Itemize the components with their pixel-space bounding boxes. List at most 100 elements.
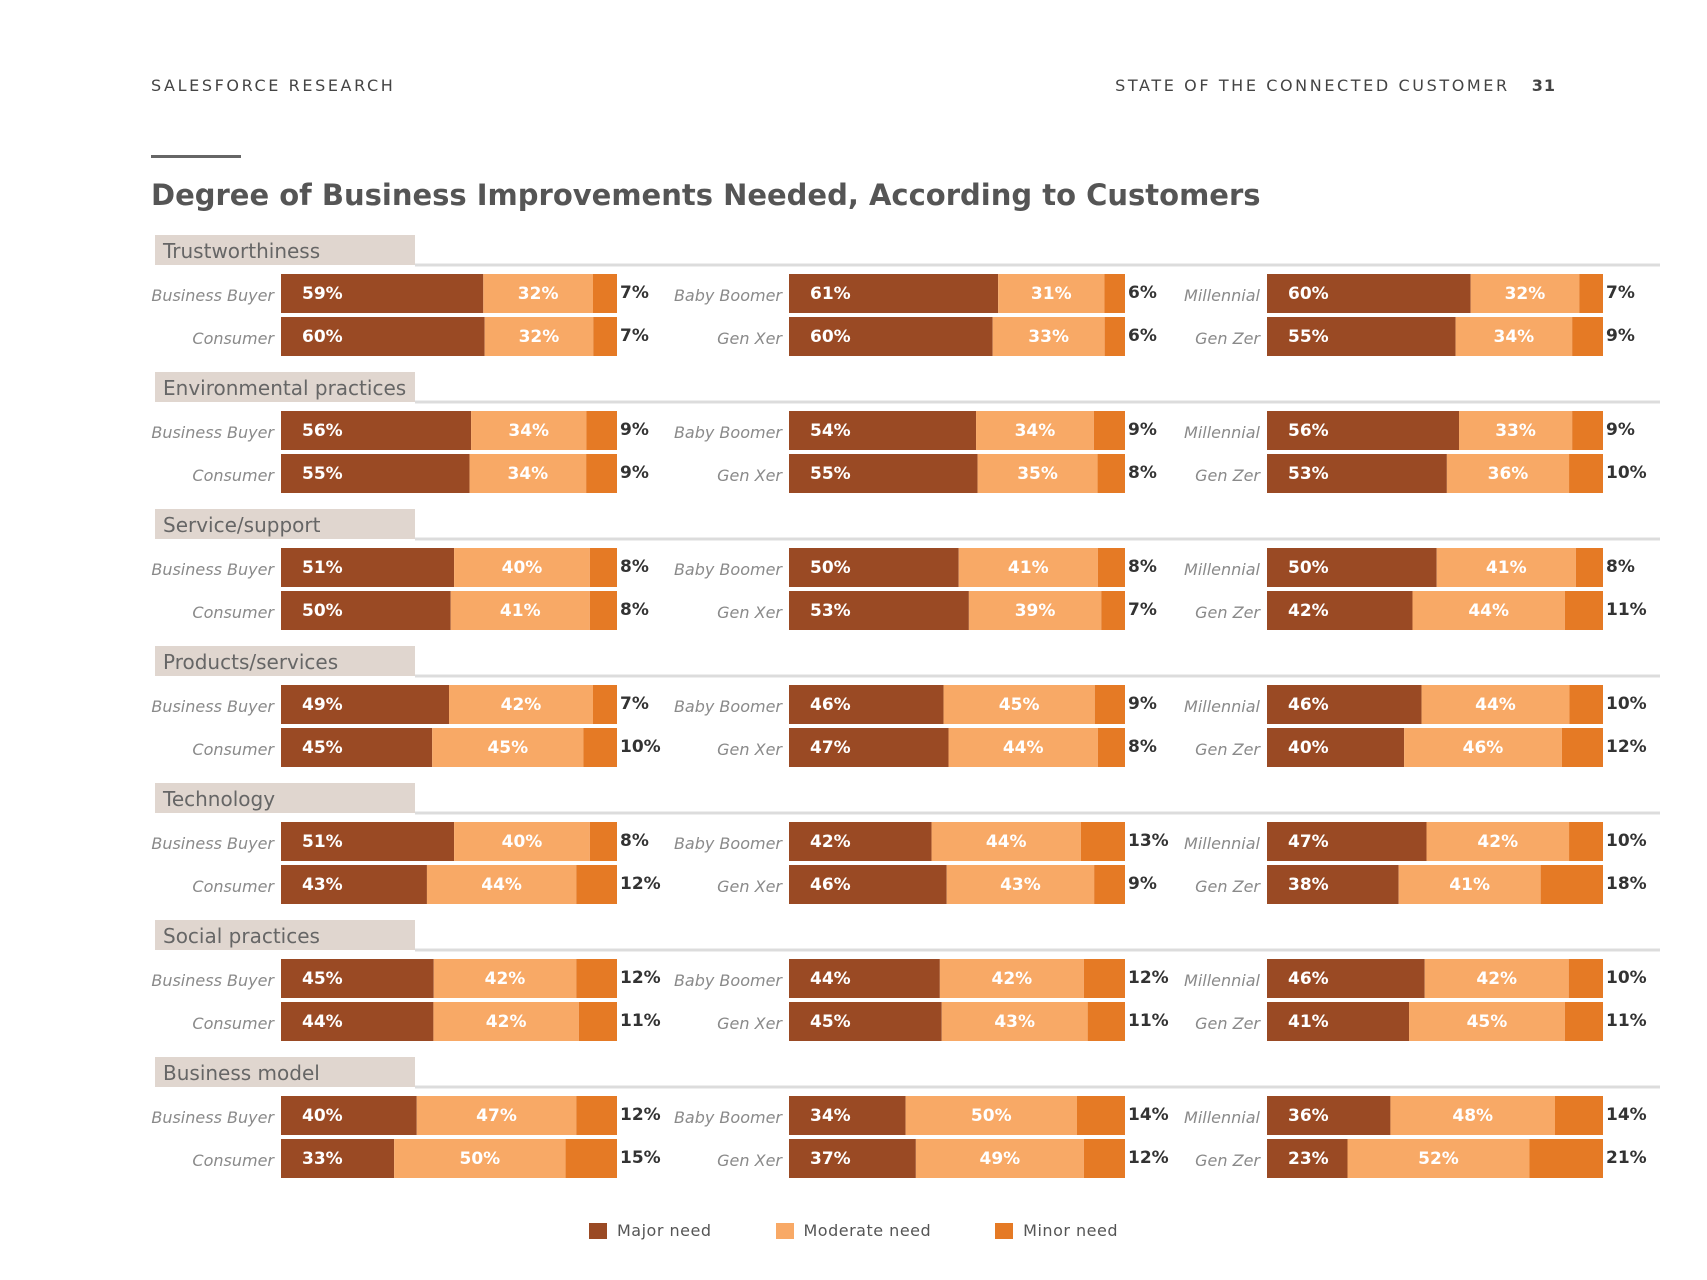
data-label-major: 50% <box>302 601 343 621</box>
data-label-minor: 9% <box>1128 420 1157 440</box>
data-label-minor: 18% <box>1606 874 1647 894</box>
bar-segment-moderate <box>948 728 1098 767</box>
data-label-major: 55% <box>1288 327 1329 347</box>
bar-segment-major <box>1267 865 1399 904</box>
bar-segment-major <box>281 548 455 587</box>
category-label-business-model: Business model <box>163 1061 320 1085</box>
data-label-minor: 12% <box>620 1105 661 1125</box>
category-band-business-model <box>155 1057 415 1087</box>
bar-segment-minor <box>576 1096 617 1135</box>
data-label-major: 47% <box>810 738 851 758</box>
bar-segment-major <box>1267 685 1422 724</box>
data-label-minor: 8% <box>620 600 649 620</box>
data-label-minor: 10% <box>1606 694 1647 714</box>
bar-segment-moderate <box>484 317 594 356</box>
bar-segment-minor <box>1094 865 1125 904</box>
bar-segment-major <box>1267 411 1459 450</box>
data-label-minor: 13% <box>1128 831 1169 851</box>
bar-segment-major <box>789 728 949 767</box>
data-label-major: 46% <box>1288 695 1329 715</box>
data-label-minor: 10% <box>1606 463 1647 483</box>
legend-swatch-moderate <box>775 1222 794 1239</box>
row-label-gen-zer: Gen Zer <box>1195 603 1261 622</box>
data-label-minor: 10% <box>1606 831 1647 851</box>
row-label-consumer: Consumer <box>192 1151 275 1170</box>
bar-segment-major <box>281 591 451 630</box>
bar-segment-moderate <box>1424 959 1569 998</box>
legend-swatch-minor <box>995 1222 1014 1239</box>
bar-segment-moderate <box>426 865 577 904</box>
data-label-minor: 7% <box>1128 600 1157 620</box>
bar-segment-moderate <box>958 548 1098 587</box>
data-label-moderate: 45% <box>1467 1012 1508 1032</box>
bar-segment-moderate <box>433 1002 579 1041</box>
bar-segment-moderate <box>1412 591 1565 630</box>
data-label-major: 50% <box>1288 558 1329 578</box>
bar-segment-moderate <box>992 317 1105 356</box>
data-label-moderate: 41% <box>1008 558 1049 578</box>
legend-item-minor: Minor need <box>995 1221 1118 1240</box>
bar-segment-major <box>281 1096 417 1135</box>
data-label-minor: 11% <box>1606 1011 1647 1031</box>
bar-segment-major <box>281 865 427 904</box>
data-label-minor: 9% <box>1606 420 1635 440</box>
row-label-business-buyer: Business Buyer <box>151 560 275 579</box>
bar-segment-moderate <box>977 454 1098 493</box>
data-label-moderate: 44% <box>1003 738 1044 758</box>
bar-segment-minor <box>1569 685 1603 724</box>
bar-segment-minor <box>589 548 617 587</box>
data-label-major: 44% <box>302 1012 343 1032</box>
legend-swatch-major <box>589 1222 607 1239</box>
bar-segment-major <box>1267 317 1456 356</box>
bar-segment-minor <box>1104 274 1125 313</box>
bar-segment-minor <box>1579 274 1603 313</box>
category-label-service-support: Service/support <box>163 513 321 537</box>
bar-segment-major <box>789 274 999 313</box>
bar-segment-minor <box>589 591 617 630</box>
row-label-consumer: Consumer <box>192 603 275 622</box>
data-label-major: 33% <box>302 1149 343 1169</box>
data-label-major: 61% <box>810 284 851 304</box>
data-label-major: 37% <box>810 1149 851 1169</box>
bar-segment-moderate <box>915 1139 1084 1178</box>
bar-segment-major <box>281 411 472 450</box>
data-label-minor: 7% <box>620 694 649 714</box>
bar-segment-minor <box>1104 317 1125 356</box>
data-label-moderate: 41% <box>500 601 541 621</box>
data-label-minor: 8% <box>1128 737 1157 757</box>
row-label-millennial: Millennial <box>1184 834 1261 853</box>
row-label-business-buyer: Business Buyer <box>151 834 275 853</box>
data-label-moderate: 42% <box>486 1012 527 1032</box>
bar-segment-major <box>789 865 947 904</box>
category-label-environmental-practices: Environmental practices <box>163 376 406 400</box>
data-label-moderate: 50% <box>971 1106 1012 1126</box>
category-label-products-services: Products/services <box>163 650 338 674</box>
data-label-major: 43% <box>302 875 343 895</box>
data-label-major: 55% <box>810 464 851 484</box>
row-label-business-buyer: Business Buyer <box>151 971 275 990</box>
bar-segment-moderate <box>1398 865 1541 904</box>
row-label-business-buyer: Business Buyer <box>151 697 275 716</box>
bar-segment-minor <box>576 959 617 998</box>
bar-segment-major <box>1267 1002 1410 1041</box>
row-label-gen-xer: Gen Xer <box>717 603 783 622</box>
bar-segment-minor <box>565 1139 617 1178</box>
bar-segment-moderate <box>454 822 590 861</box>
bar-segment-major <box>281 1002 434 1041</box>
bar-segment-minor <box>1087 1002 1125 1041</box>
data-label-major: 60% <box>1288 284 1329 304</box>
bar-segment-major <box>1267 454 1447 493</box>
data-label-moderate: 40% <box>502 558 543 578</box>
row-label-gen-zer: Gen Zer <box>1195 1014 1261 1033</box>
data-label-minor: 15% <box>620 1148 661 1168</box>
data-label-minor: 9% <box>620 463 649 483</box>
data-label-moderate: 35% <box>1017 464 1058 484</box>
data-label-moderate: 42% <box>485 969 526 989</box>
bar-segment-major <box>1267 959 1425 998</box>
category-label-social-practices: Social practices <box>163 924 320 948</box>
data-label-moderate: 43% <box>1000 875 1041 895</box>
row-label-business-buyer: Business Buyer <box>151 1108 275 1127</box>
data-label-minor: 9% <box>1128 694 1157 714</box>
row-label-baby-boomer: Baby Boomer <box>674 834 783 853</box>
data-label-major: 50% <box>810 558 851 578</box>
